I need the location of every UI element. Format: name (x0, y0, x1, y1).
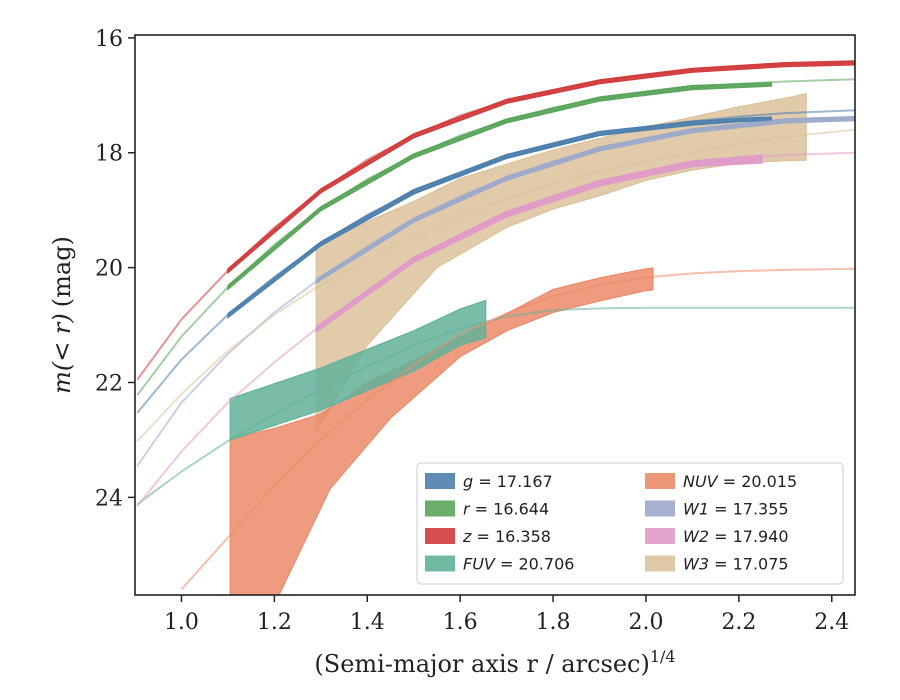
x-tick-label: 2.2 (721, 610, 756, 635)
legend-label-w3: W3 = 17.075 (683, 555, 789, 574)
legend-swatch-w2 (645, 528, 675, 544)
x-tick-label: 1.8 (536, 610, 571, 635)
model-curve-r (136, 78, 855, 396)
legend-label-fuv: FUV = 20.706 (463, 555, 574, 574)
legend-box (416, 462, 844, 585)
legend-label-r: r = 16.644 (463, 500, 549, 519)
x-tick-label: 1.0 (164, 610, 199, 635)
legend-swatch-z (425, 528, 455, 544)
y-axis-ticks: 16 18 20 22 24 (95, 27, 135, 511)
model-curve-w2 (136, 151, 855, 507)
x-tick-label: 1.4 (350, 610, 385, 635)
model-curve-nuv (180, 267, 855, 590)
model-curve-g (136, 109, 855, 414)
y-axis-label: m(< r)(mag) (48, 236, 76, 394)
legend-swatch-fuv (425, 555, 455, 572)
x-axis-ticks: 1.0 1.2 1.4 1.6 1.8 2.0 2.2 2.4 (164, 595, 849, 635)
model-curve-z (136, 61, 855, 381)
legend-swatch-w1 (645, 500, 675, 517)
x-tick-label: 1.6 (443, 610, 478, 635)
legend-swatch-g (425, 473, 455, 489)
x-tick-label: 1.2 (257, 610, 292, 635)
y-tick-label: 20 (95, 257, 123, 282)
y-tick-label: 18 (95, 142, 123, 167)
y-tick-label: 24 (95, 486, 123, 511)
model-curve-w3 (136, 128, 855, 442)
y-tick-label: 16 (95, 27, 123, 52)
legend-label-w1: W1 = 17.355 (683, 500, 789, 519)
y-tick-label: 22 (95, 371, 123, 396)
plot-frame (134, 34, 856, 596)
legend: g = 17.167 r = 16.644 z = 16.358 FUV = 20.7… (416, 462, 844, 585)
x-tick-label: 2.0 (628, 610, 663, 635)
legend-label-z: z = 16.358 (462, 527, 551, 546)
band-w2 (315, 154, 763, 334)
model-curves (136, 61, 855, 590)
legend-label-w2: W2 = 17.940 (683, 527, 789, 546)
model-curve-fuv (136, 306, 855, 506)
legend-swatch-w3 (645, 555, 675, 572)
legend-swatch-nuv (645, 473, 675, 489)
legend-swatch-r (425, 500, 455, 517)
x-tick-label: 2.4 (814, 610, 849, 635)
legend-label-nuv: NUV = 20.015 (683, 472, 797, 491)
x-axis-label: (Semi-major axis r / arcsec)1/4 (314, 647, 675, 678)
legend-label-g: g = 17.167 (463, 472, 553, 491)
